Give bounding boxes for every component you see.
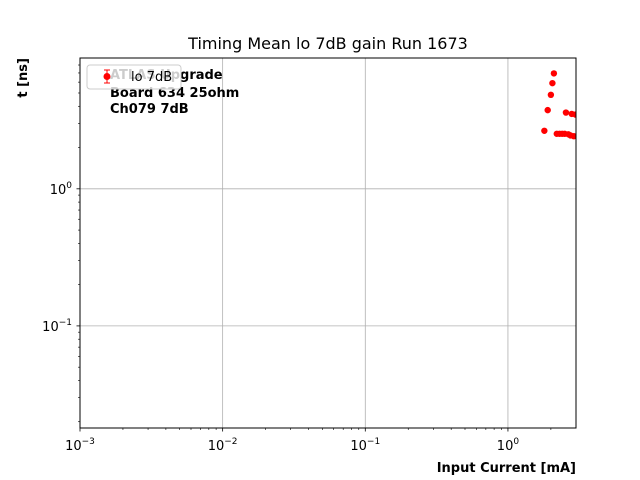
data-points [541,70,576,140]
y-tick-label: 10−1 [42,318,72,335]
data-point [541,127,548,134]
x-tick-label: 10−3 [65,437,95,454]
x-tick-label: 10−1 [350,437,380,454]
data-point [547,91,555,99]
legend: lo 7dB [86,64,182,90]
legend-label: lo 7dB [131,70,172,85]
annotation-board: Board 634 25ohm [110,86,239,101]
data-point [549,79,556,87]
legend-box [86,64,182,90]
x-tick-label: 100 [497,437,520,454]
plot-frame [79,57,577,429]
y-tick-label: 100 [50,181,73,198]
data-point [550,70,558,77]
legend-marker [103,69,111,84]
x-axis-label: Input Current [mA] [437,461,576,476]
chart-title: Timing Mean lo 7dB gain Run 1673 [187,34,468,53]
data-point [562,109,570,116]
annotation-channel: Ch079 7dB [110,102,189,117]
ticks: 10−3 10−2 10−1 100 10−1 100 [42,64,552,454]
data-point [572,111,576,118]
y-axis-label: t [ns] [16,58,31,98]
data-point [570,133,576,140]
x-tick-label: 10−2 [208,437,238,454]
data-point [544,106,551,114]
